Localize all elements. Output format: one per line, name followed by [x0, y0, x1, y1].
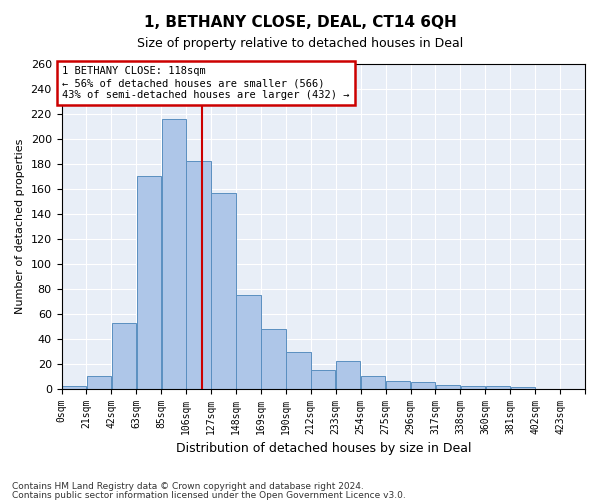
Bar [261, 329, 286, 388]
Bar [187, 162, 211, 388]
Bar [386, 381, 410, 388]
Bar [286, 352, 311, 388]
Bar [411, 382, 435, 388]
X-axis label: Distribution of detached houses by size in Deal: Distribution of detached houses by size … [176, 442, 471, 455]
Bar [236, 295, 260, 388]
Text: 1, BETHANY CLOSE, DEAL, CT14 6QH: 1, BETHANY CLOSE, DEAL, CT14 6QH [143, 15, 457, 30]
Bar [112, 322, 136, 388]
Text: Contains HM Land Registry data © Crown copyright and database right 2024.: Contains HM Land Registry data © Crown c… [12, 482, 364, 491]
Bar [436, 385, 460, 388]
Bar [336, 361, 361, 388]
Bar [485, 386, 510, 388]
Bar [211, 192, 236, 388]
Text: Contains public sector information licensed under the Open Government Licence v3: Contains public sector information licen… [12, 490, 406, 500]
Bar [87, 376, 111, 388]
Bar [361, 376, 385, 388]
Bar [461, 386, 485, 388]
Bar [62, 386, 86, 388]
Y-axis label: Number of detached properties: Number of detached properties [15, 138, 25, 314]
Bar [137, 176, 161, 388]
Text: 1 BETHANY CLOSE: 118sqm
← 56% of detached houses are smaller (566)
43% of semi-d: 1 BETHANY CLOSE: 118sqm ← 56% of detache… [62, 66, 350, 100]
Bar [161, 119, 186, 388]
Bar [311, 370, 335, 388]
Text: Size of property relative to detached houses in Deal: Size of property relative to detached ho… [137, 38, 463, 51]
